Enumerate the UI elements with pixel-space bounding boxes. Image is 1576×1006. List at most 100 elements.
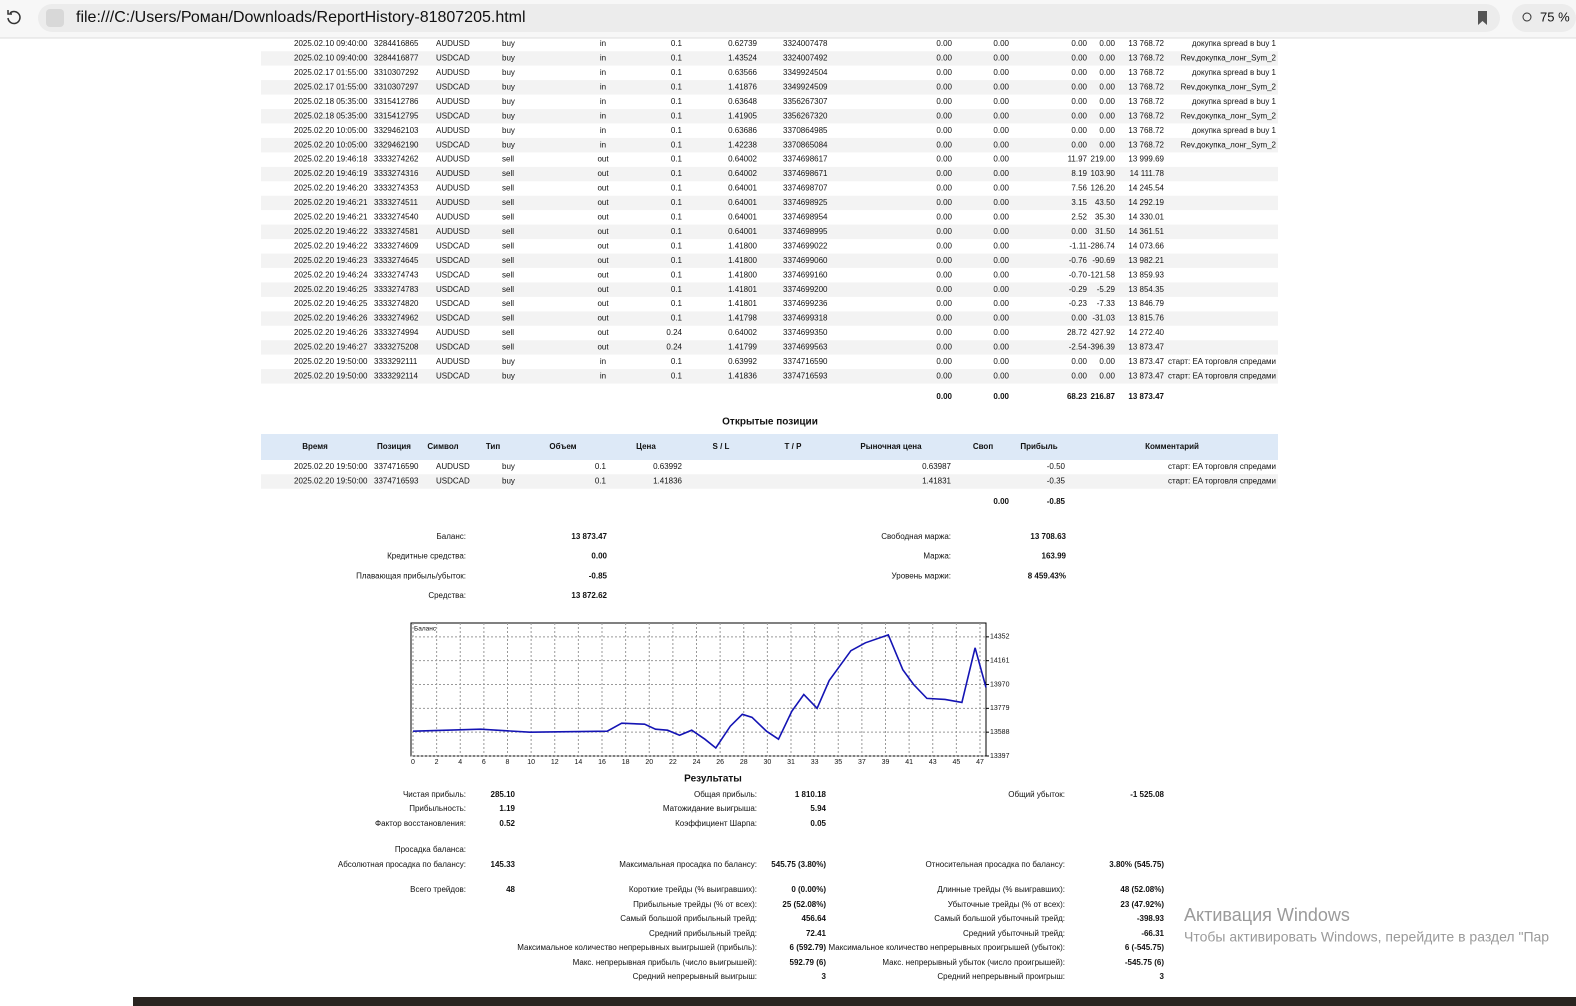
deal-cell: 3374698707 — [783, 184, 828, 193]
result-label: Абсолютная просадка по балансу: — [338, 860, 466, 869]
deal-cell: USDCAD — [436, 111, 470, 120]
deal-cell: 3333292111 — [374, 357, 418, 366]
deal-cell: 2025.02.17 01:55:00 — [294, 82, 368, 91]
deal-cell: out — [597, 343, 609, 352]
summary-value: 163.99 — [1042, 552, 1067, 561]
deal-cell: AUDUSD — [436, 155, 470, 164]
deal-cell: 0.00 — [936, 371, 952, 380]
result-value: 0.52 — [499, 819, 515, 828]
deal-cell: 3333274743 — [374, 270, 419, 279]
deal-cell: 3333274581 — [374, 227, 419, 236]
deal-cell: 0.1 — [671, 169, 683, 178]
x-tick-label: 18 — [622, 759, 630, 766]
deal-cell: 0.1 — [671, 184, 683, 193]
deal-cell: 0.00 — [993, 54, 1009, 63]
deal-cell: in — [600, 82, 606, 91]
x-tick-label: 41 — [905, 759, 913, 766]
summary-label: Уровень маржи: — [892, 571, 951, 580]
column-header: Объем — [549, 442, 576, 451]
result-label: Максимальное количество непрерывных прои… — [828, 943, 1065, 952]
deal-cell: AUDUSD — [436, 198, 470, 207]
deal-cell: -2.54 — [1069, 343, 1088, 352]
deal-cell: 3374699160 — [783, 270, 828, 279]
deal-cell: in — [600, 68, 606, 77]
deal-total: 216.87 — [1091, 392, 1116, 401]
position-cell: 3374716590 — [374, 462, 419, 471]
deal-cell: 0.00 — [936, 82, 952, 91]
deal-cell: out — [597, 184, 609, 193]
deal-cell: 14 361.51 — [1128, 227, 1164, 236]
deal-cell: in — [600, 140, 606, 149]
deal-cell: 13 846.79 — [1128, 299, 1164, 308]
deal-cell: 13 768.72 — [1128, 111, 1164, 120]
deal-cell: out — [597, 227, 609, 236]
result-value: 456.64 — [802, 914, 827, 923]
bookmark-icon[interactable] — [1478, 11, 1487, 25]
deal-cell: докупка spread в buy 1 — [1192, 126, 1277, 135]
summary-label: Маржа: — [923, 552, 951, 561]
deal-cell: 2025.02.20 19:46:21 — [294, 198, 368, 207]
x-tick-label: 37 — [858, 759, 866, 766]
deal-cell: 0.00 — [936, 54, 952, 63]
summary-label: Плавающая прибыль/убыток: — [356, 571, 466, 580]
result-value: 3 — [822, 972, 827, 981]
deal-cell: 13 768.72 — [1128, 54, 1164, 63]
deal-cell: 3374698671 — [783, 169, 828, 178]
position-cell: AUDUSD — [436, 462, 470, 471]
deal-cell: 3.15 — [1071, 198, 1087, 207]
deal-cell: out — [597, 213, 609, 222]
reload-button[interactable] — [7, 10, 21, 25]
deal-cell: USDCAD — [436, 285, 470, 294]
deal-cell: buy — [502, 39, 515, 48]
summary-value: 8 459.43% — [1028, 571, 1066, 580]
summary-label: Свободная маржа: — [881, 532, 951, 541]
result-label: Короткие трейды (% выигравших): — [629, 885, 757, 894]
deal-cell: out — [597, 169, 609, 178]
deal-cell: 2025.02.20 10:05:00 — [294, 126, 368, 135]
deal-cell: 0.1 — [671, 140, 683, 149]
deal-cell: 2025.02.20 19:46:18 — [294, 155, 368, 164]
result-value: 72.41 — [806, 929, 827, 938]
deal-cell: 3374699200 — [783, 285, 828, 294]
result-label: Коэффициент Шарпа: — [675, 819, 757, 828]
column-header: Символ — [427, 442, 458, 451]
position-cell: 0.63987 — [922, 462, 951, 471]
result-value: 1.19 — [499, 804, 515, 813]
deal-cell: 2025.02.20 19:46:25 — [294, 285, 368, 294]
deal-cell: 0.00 — [936, 357, 952, 366]
deal-cell: out — [597, 314, 609, 323]
deal-cell: 3374698617 — [783, 155, 828, 164]
summary-value: 13 708.63 — [1030, 532, 1066, 541]
deal-cell: 13 873.47 — [1128, 343, 1164, 352]
deal-total: 68.23 — [1067, 392, 1088, 401]
balance-line — [412, 633, 987, 750]
deal-cell: AUDUSD — [436, 227, 470, 236]
deal-cell: buy — [502, 140, 515, 149]
deal-cell: 1.41876 — [728, 82, 757, 91]
deal-cell: 0.00 — [993, 256, 1009, 265]
deal-cell: 0.1 — [671, 82, 683, 91]
result-label: Фактор восстановления: — [375, 819, 466, 828]
address-bar[interactable] — [38, 4, 1500, 32]
deal-cell: 0.00 — [936, 169, 952, 178]
result-value: 1 810.18 — [795, 790, 827, 799]
deal-cell: AUDUSD — [436, 97, 470, 106]
deal-cell: 0.00 — [1071, 68, 1087, 77]
deal-cell: 13 859.93 — [1128, 270, 1164, 279]
summary-value: -0.85 — [589, 571, 608, 580]
result-value: 5.94 — [810, 804, 826, 813]
deal-cell: 0.00 — [936, 155, 952, 164]
deal-cell: 3284416865 — [374, 39, 419, 48]
deal-cell: sell — [502, 241, 514, 250]
deal-cell: 0.00 — [1071, 371, 1087, 380]
zoom-button[interactable] — [1512, 4, 1576, 32]
y-tick-label: 14161 — [990, 658, 1010, 665]
deal-cell: 0.1 — [671, 285, 683, 294]
zoom-icon — [1522, 12, 1532, 22]
deal-cell: USDCAD — [436, 82, 470, 91]
result-label: Просадка баланса: — [395, 845, 466, 854]
deal-cell: 13 768.72 — [1128, 97, 1164, 106]
deal-cell: in — [600, 357, 606, 366]
deal-cell: USDCAD — [436, 256, 470, 265]
x-tick-label: 33 — [811, 759, 819, 766]
